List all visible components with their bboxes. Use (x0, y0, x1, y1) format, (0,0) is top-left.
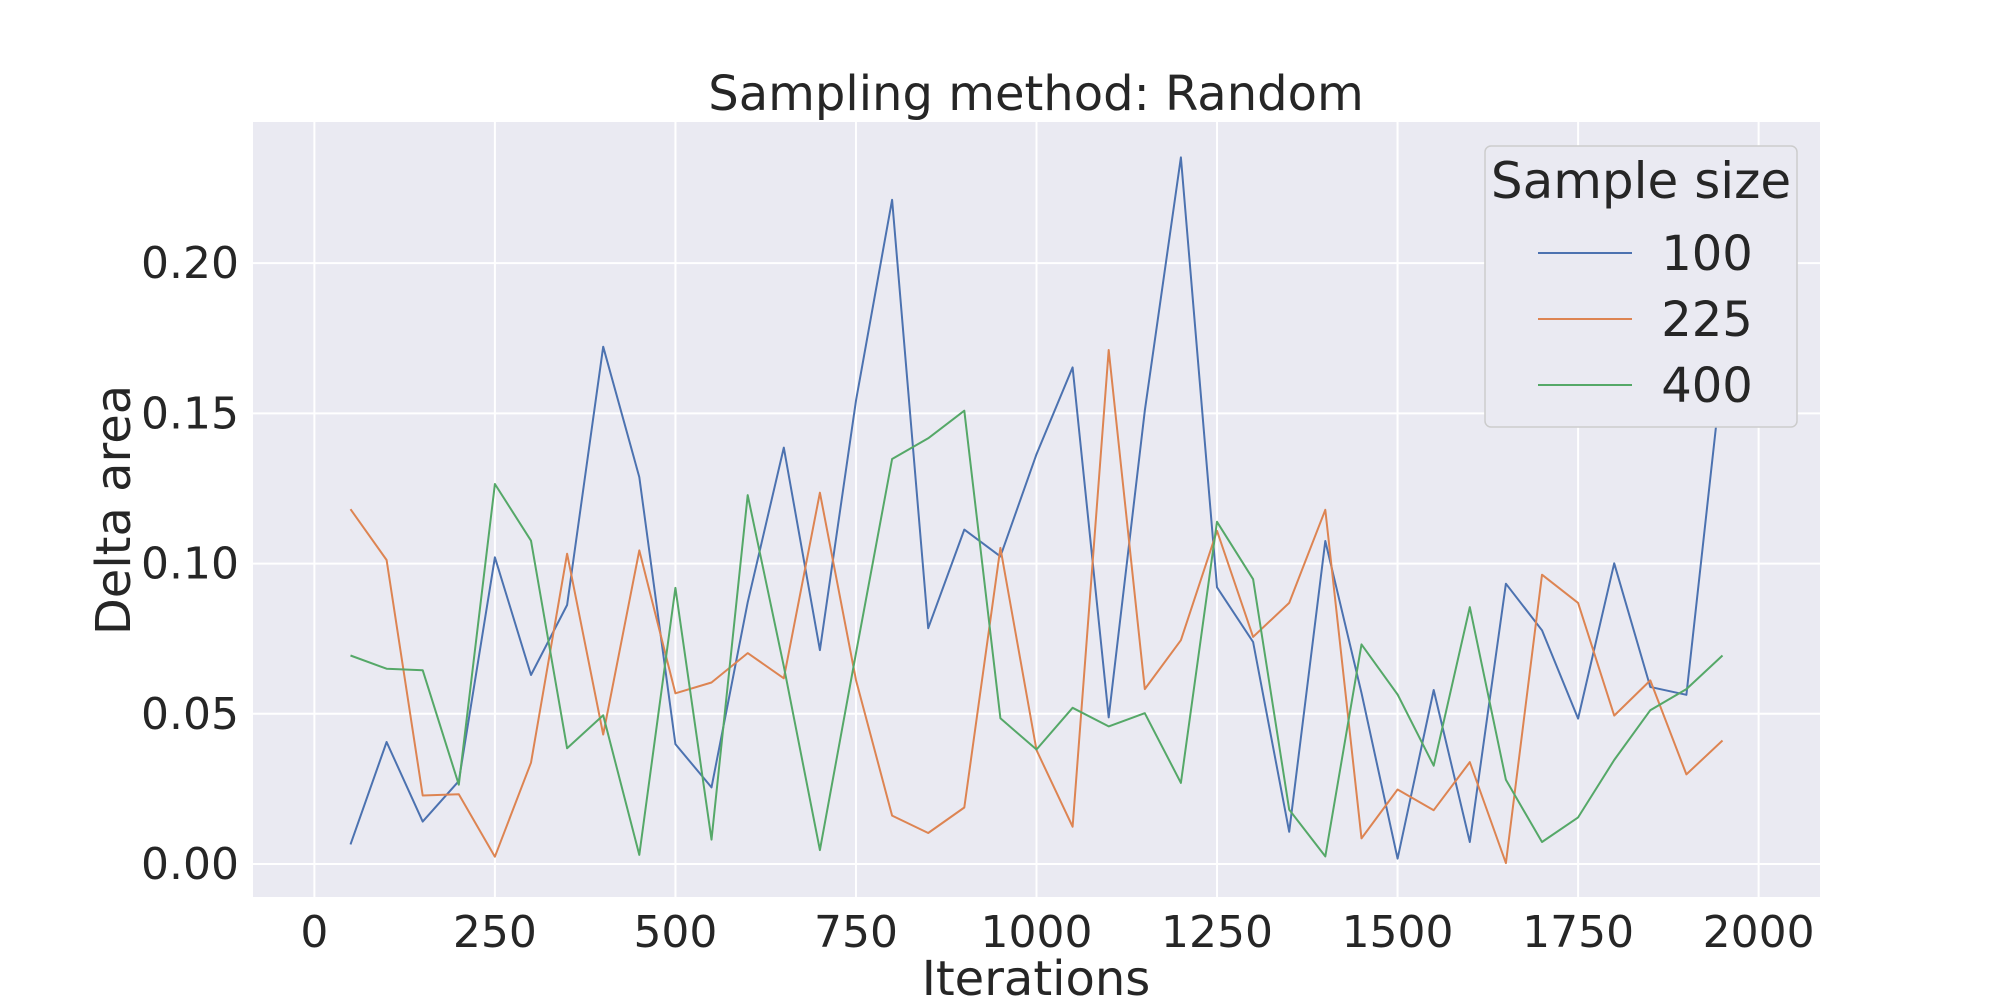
y-axis-title: Delta area (86, 385, 142, 635)
y-tick-label: 0.05 (141, 689, 239, 740)
x-tick-label: 0 (300, 907, 328, 958)
legend-label-225: 225 (1661, 292, 1753, 348)
y-tick-label: 0.10 (141, 539, 239, 590)
tick-labels: 0 250 500 750 1000 1250 1500 1750 2000 0.00 0.05 0.… (141, 238, 1815, 958)
x-tick-label: 1250 (1161, 907, 1273, 958)
x-tick-label: 1000 (981, 907, 1093, 958)
legend: Sample size 100 225 400 (1484, 145, 1798, 428)
series-line-100 (349, 156, 1724, 860)
x-tick-label: 500 (633, 907, 717, 958)
legend-label-100: 100 (1661, 226, 1753, 282)
x-tick-label: 750 (814, 907, 898, 958)
x-tick-label: 250 (453, 907, 537, 958)
legend-box (1484, 145, 1798, 428)
y-tick-label: 0.15 (141, 388, 239, 439)
y-tick-label: 0.20 (141, 238, 239, 289)
x-tick-label: 1750 (1522, 907, 1634, 958)
x-axis-title: Iterations (922, 951, 1151, 1000)
legend-entries: 100 225 400 (1538, 226, 1753, 414)
chart-title: Sampling method: Random (708, 66, 1363, 122)
legend-title: Sample size (1491, 152, 1791, 210)
series-line-400 (350, 409, 1724, 858)
legend-label-400: 400 (1661, 358, 1753, 414)
x-tick-label: 2000 (1703, 907, 1815, 958)
series-lines (349, 156, 1724, 865)
x-tick-label: 1500 (1342, 907, 1454, 958)
y-tick-label: 0.00 (141, 839, 239, 890)
